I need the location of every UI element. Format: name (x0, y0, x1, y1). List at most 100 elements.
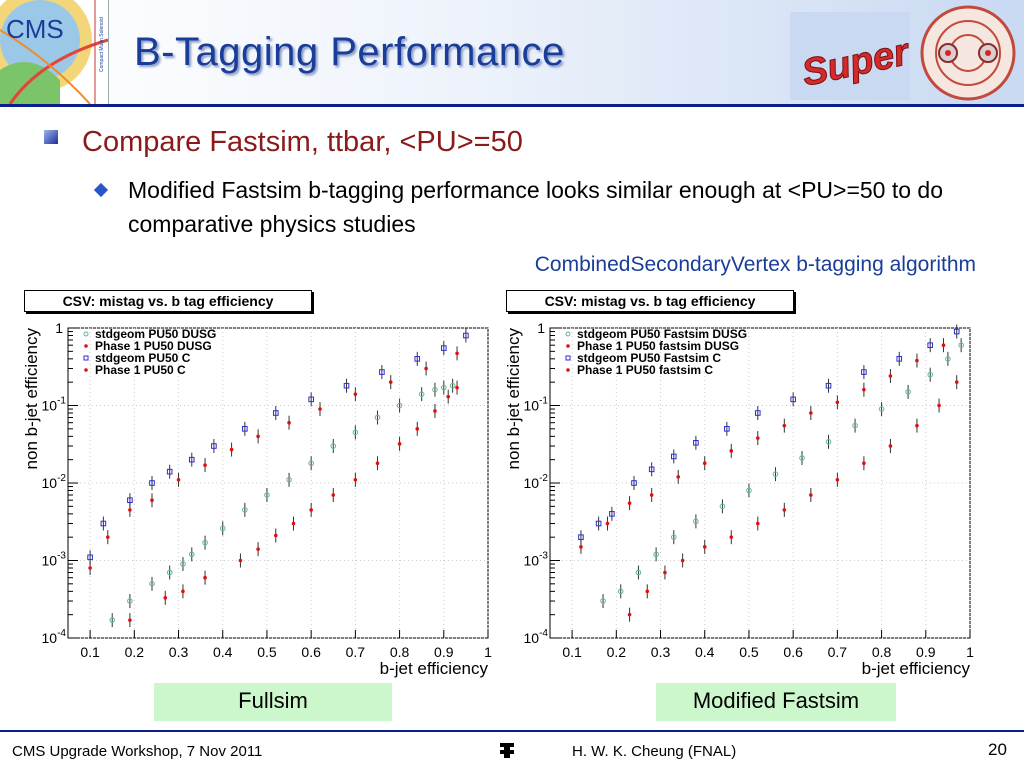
x-axis-label: b-jet efficiency (380, 659, 489, 678)
y-tick-label: 10-3 (42, 551, 67, 569)
data-point (331, 493, 335, 497)
legend-entry: Phase 1 PU50 C (95, 363, 186, 377)
data-point (455, 352, 459, 356)
legend-marker (84, 344, 88, 348)
cms-logo-text: CMS (6, 14, 64, 44)
data-point (433, 409, 437, 413)
footer-divider (0, 730, 1024, 732)
caption-fastsim: Modified Fastsim (656, 683, 896, 721)
y-tick-label: 10-3 (524, 551, 549, 569)
legend-entry: Phase 1 PU50 fastsim C (577, 363, 713, 377)
data-point (398, 442, 402, 446)
data-point (415, 427, 419, 431)
y-tick-label: 10-4 (42, 628, 67, 646)
x-tick-label: 1 (484, 644, 492, 660)
data-point (203, 576, 207, 580)
plot-title-fullsim: CSV: mistag vs. b tag efficiency (24, 290, 312, 312)
data-point (836, 478, 840, 482)
data-point (318, 407, 322, 411)
data-point (703, 461, 707, 465)
x-tick-label: 0.2 (125, 644, 145, 660)
bullet-subtext: Modified Fastsim b-tagging performance l… (128, 173, 988, 241)
x-tick-label: 0.9 (916, 644, 936, 660)
x-axis-label: b-jet efficiency (862, 659, 971, 678)
data-point (809, 411, 813, 415)
data-point (663, 571, 667, 575)
cms-logo-graphic: CMS Compact Muon Solenoid (0, 0, 108, 104)
x-tick-label: 0.9 (434, 644, 454, 660)
data-point (915, 359, 919, 363)
data-point (628, 501, 632, 505)
y-axis-label: non b-jet efficiency (504, 328, 523, 470)
data-point (256, 547, 260, 551)
data-point (128, 618, 132, 622)
y-tick-label: 10-1 (42, 396, 67, 414)
data-point (309, 508, 313, 512)
data-point (942, 343, 946, 347)
caption-fullsim: Fullsim (154, 683, 392, 721)
data-point (287, 421, 291, 425)
data-point (915, 424, 919, 428)
bullet-diamond-icon (94, 183, 108, 197)
data-point (955, 380, 959, 384)
x-tick-label: 0.4 (695, 644, 715, 660)
y-tick-label: 10-1 (524, 396, 549, 414)
data-point (203, 463, 207, 467)
legend-marker (84, 368, 88, 372)
footer-event: CMS Upgrade Workshop, 7 Nov 2011 (12, 743, 262, 760)
data-point (889, 444, 893, 448)
data-point (862, 388, 866, 392)
data-point (230, 448, 234, 452)
x-tick-label: 0.1 (80, 644, 100, 660)
data-point (274, 534, 278, 538)
data-point (756, 436, 760, 440)
data-point (106, 535, 110, 539)
footer-author: H. W. K. Cheung (FNAL) (572, 743, 736, 760)
data-point (606, 522, 610, 526)
data-point (862, 461, 866, 465)
legend-marker (566, 344, 570, 348)
x-tick-label: 0.4 (213, 644, 233, 660)
x-tick-label: 0.5 (739, 644, 759, 660)
x-tick-label: 0.2 (607, 644, 627, 660)
data-point (292, 522, 296, 526)
y-tick-label: 10-2 (42, 473, 67, 491)
x-tick-label: 0.5 (257, 644, 277, 660)
data-point (729, 449, 733, 453)
page-title: B-Tagging Performance (134, 30, 565, 75)
data-point (239, 559, 243, 563)
data-point (783, 508, 787, 512)
data-point (163, 596, 167, 600)
data-point (809, 493, 813, 497)
data-point (889, 374, 893, 378)
data-point (376, 461, 380, 465)
y-tick-label: 10-2 (524, 473, 549, 491)
x-tick-label: 0.1 (562, 644, 582, 660)
y-tick-label: 1 (55, 320, 63, 336)
x-tick-label: 0.7 (346, 644, 366, 660)
data-point (128, 508, 132, 512)
data-point (150, 498, 154, 502)
data-point (455, 386, 459, 390)
legend-marker (566, 368, 570, 372)
data-point (783, 424, 787, 428)
data-point (729, 535, 733, 539)
data-point (703, 545, 707, 549)
data-point (181, 590, 185, 594)
data-point (424, 367, 428, 371)
plot-title-fastsim: CSV: mistag vs. b tag efficiency (506, 290, 794, 312)
data-point (756, 522, 760, 526)
cms-logo: CMS Compact Muon Solenoid (0, 0, 109, 104)
data-point (676, 475, 680, 479)
x-tick-label: 0.7 (828, 644, 848, 660)
super-b-logo: Super (790, 12, 910, 100)
data-point (645, 590, 649, 594)
data-point (579, 545, 583, 549)
chart-fastsim: 0.1 0.2 0.3 0.4 0.5 0.6 0.7 0.8 0.9 110-410-310-2… (502, 318, 982, 688)
x-tick-label: 0.3 (169, 644, 189, 660)
data-point (354, 392, 358, 396)
data-point (937, 404, 941, 408)
data-point (389, 380, 393, 384)
algorithm-note: CombinedSecondaryVertex b-tagging algori… (535, 253, 976, 277)
data-point (354, 478, 358, 482)
